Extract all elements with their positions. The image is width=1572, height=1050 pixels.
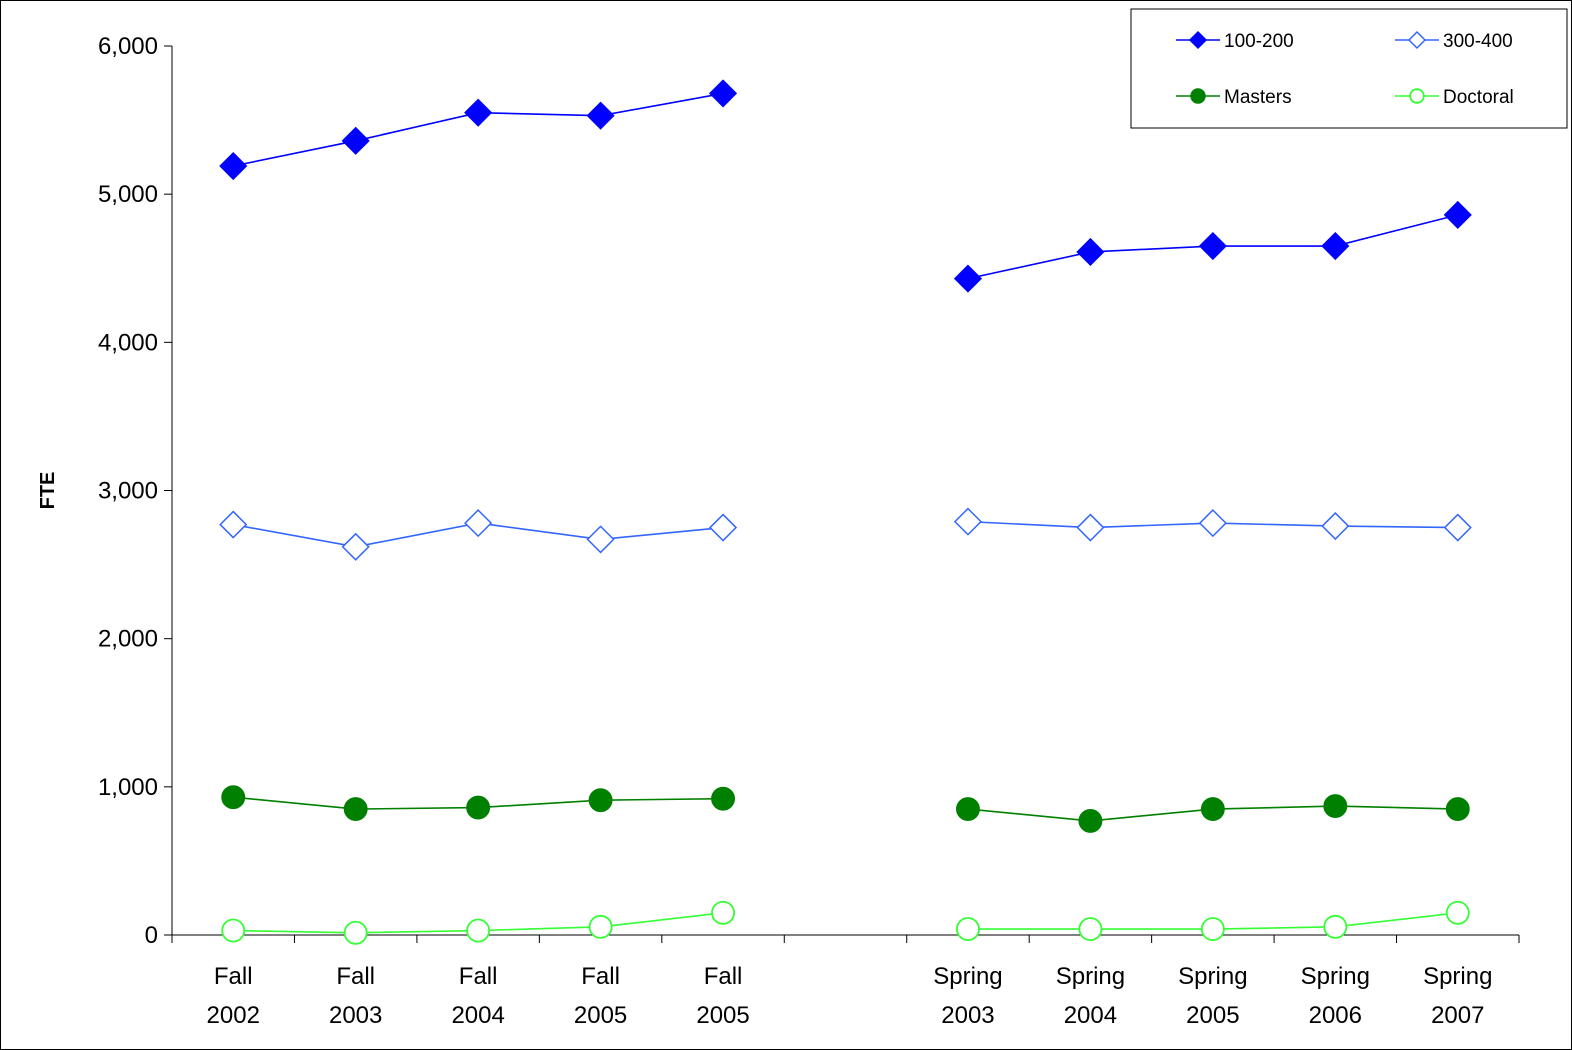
legend-label-100-200: 100-200 [1224, 31, 1294, 52]
data-point-masters [1200, 797, 1225, 822]
data-point-300-400 [586, 525, 615, 554]
data-point-300-400 [1198, 509, 1227, 538]
data-point-300-400 [953, 507, 983, 536]
y-tick-label: 4,000 [98, 329, 158, 356]
data-point-300-400 [464, 509, 493, 538]
legend-label-doctoral: Doctoral [1443, 87, 1514, 108]
x-tick-label-line2: 2004 [451, 1002, 504, 1029]
data-point-doctoral [466, 918, 491, 943]
legend-marker-300-400 [1407, 30, 1427, 50]
data-point-doctoral [221, 918, 246, 943]
x-tick-label-line2: 2006 [1309, 1002, 1362, 1029]
x-tick-label-line1: Fall [214, 963, 253, 990]
x-tick-label-line1: Fall [581, 963, 620, 990]
x-tick-label-line2: 2005 [696, 1002, 749, 1029]
data-point-doctoral [1445, 900, 1470, 925]
data-point-masters [956, 797, 980, 822]
data-point-100-200 [1198, 231, 1227, 261]
data-point-masters [1078, 808, 1103, 833]
legend-marker-100-200 [1188, 30, 1208, 50]
x-tick-label-line1: Spring [1178, 963, 1247, 990]
legend-marker-masters [1190, 88, 1206, 104]
x-tick-label-line1: Spring [1056, 963, 1125, 990]
x-tick-label-line2: 2003 [329, 1002, 382, 1029]
data-point-doctoral [1323, 914, 1348, 939]
data-point-300-400 [341, 532, 370, 561]
data-point-masters [466, 795, 491, 820]
data-point-100-200 [341, 126, 370, 155]
data-point-300-400 [1076, 513, 1105, 542]
data-point-100-200 [1321, 231, 1350, 261]
legend-label-300-400: 300-400 [1443, 31, 1513, 52]
data-point-100-200 [464, 98, 493, 127]
data-point-doctoral [711, 900, 735, 925]
legend-label-masters: Masters [1224, 87, 1292, 108]
data-point-doctoral [343, 920, 368, 945]
data-point-doctoral [956, 917, 980, 942]
data-point-masters [343, 797, 368, 822]
x-tick-label-line2: 2004 [1064, 1002, 1117, 1029]
x-tick-label-line1: Fall [459, 963, 498, 990]
data-point-100-200 [586, 101, 615, 130]
x-tick-label-line2: 2007 [1431, 1002, 1484, 1029]
y-axis-title: FTE [37, 472, 59, 510]
x-tick-label-line1: Spring [1423, 963, 1492, 990]
data-point-doctoral [1200, 917, 1225, 942]
y-tick-label: 1,000 [98, 774, 158, 801]
data-point-masters [1323, 794, 1348, 819]
data-point-100-200 [953, 264, 983, 293]
x-tick-label-line1: Fall [336, 963, 375, 990]
data-point-masters [588, 788, 613, 813]
data-point-masters [221, 785, 246, 810]
x-tick-label-line1: Spring [933, 963, 1002, 990]
y-tick-label: 0 [145, 922, 158, 949]
data-point-300-400 [1321, 511, 1350, 541]
data-point-doctoral [588, 914, 613, 939]
y-tick-label: 6,000 [98, 33, 158, 60]
legend-box [1130, 8, 1568, 129]
x-tick-label-line2: 2005 [1186, 1002, 1239, 1029]
data-point-300-400 [708, 513, 738, 542]
data-point-doctoral [1078, 917, 1103, 942]
data-point-masters [1445, 797, 1470, 822]
data-point-300-400 [219, 510, 248, 539]
data-point-100-200 [1443, 200, 1472, 229]
x-tick-label-line2: 2005 [574, 1002, 627, 1029]
data-point-300-400 [1443, 513, 1472, 542]
data-point-masters [711, 786, 735, 811]
data-point-100-200 [219, 151, 248, 181]
x-tick-label-line1: Spring [1301, 963, 1370, 990]
y-tick-label: 5,000 [98, 181, 158, 208]
x-tick-label-line2: 2002 [207, 1002, 260, 1029]
data-point-100-200 [1076, 237, 1105, 267]
x-tick-label-line2: 2003 [941, 1002, 994, 1029]
data-point-100-200 [708, 79, 738, 108]
y-tick-label: 3,000 [98, 478, 158, 505]
y-tick-label: 2,000 [98, 626, 158, 653]
x-tick-label-line1: Fall [704, 963, 743, 990]
legend-marker-doctoral [1409, 88, 1425, 104]
